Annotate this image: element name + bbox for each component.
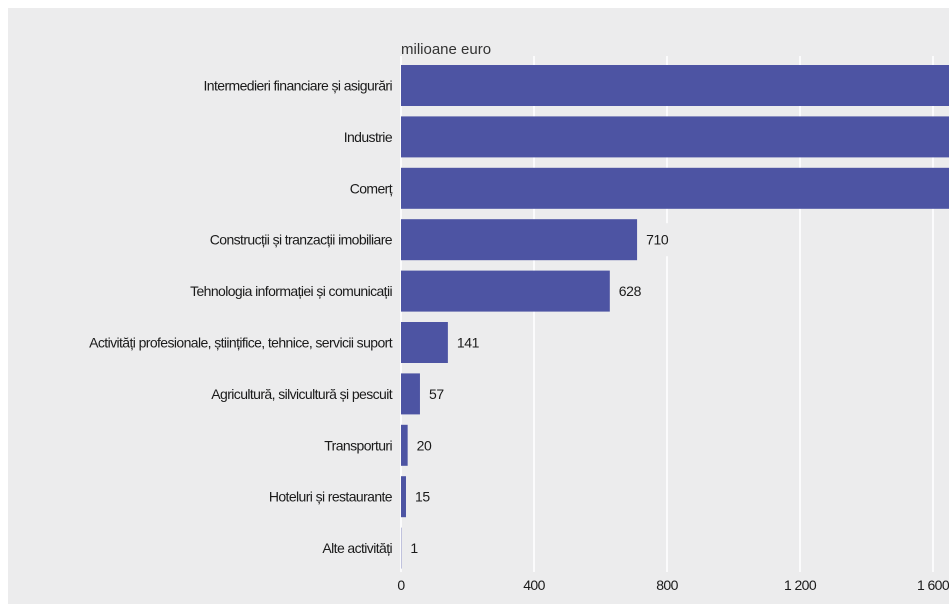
value-label: 15: [415, 489, 430, 505]
bars: [401, 65, 949, 569]
bar: [401, 65, 949, 106]
bar: [401, 373, 420, 415]
bar: [401, 322, 448, 363]
bar: [401, 476, 406, 518]
chart-panel: milioane euro Intermedieri financiare și…: [8, 8, 949, 604]
value-label-backdrop: [407, 480, 438, 514]
value-label: 1: [410, 540, 418, 556]
unit-label: milioane euro: [401, 41, 491, 58]
x-tick-label: 800: [656, 577, 678, 593]
category-label: Hoteluri și restaurante: [269, 489, 393, 505]
category-label: Intermedieri financiare și asigurări: [204, 78, 393, 94]
x-tick-label: 0: [397, 577, 405, 593]
bar: [401, 167, 949, 209]
value-label-backdrop: [421, 377, 452, 411]
x-tick-label: 1 600: [917, 577, 949, 593]
value-label: 628: [619, 283, 642, 299]
category-label: Alte activități: [322, 540, 392, 556]
value-label-backdrop: [611, 274, 649, 308]
x-tick-label: 1 200: [784, 577, 817, 593]
x-tick-label: 400: [523, 577, 545, 593]
value-label-backdrop: [639, 223, 676, 257]
value-label: 57: [429, 386, 444, 402]
category-label: Industrie: [344, 129, 393, 145]
category-labels: Intermedieri financiare și asigurări Indu…: [89, 78, 393, 557]
value-label-backdrop: [449, 326, 487, 359]
category-label: Comerț: [350, 180, 393, 196]
value-label: 710: [646, 232, 669, 248]
bar: [401, 116, 949, 158]
value-label-backdrop: [409, 428, 440, 462]
category-label: Tehnologia informației și comunicații: [190, 283, 392, 299]
bar: [401, 270, 610, 312]
bar: [401, 219, 638, 261]
value-label: 20: [417, 437, 432, 453]
value-label: 141: [457, 335, 480, 351]
category-label: Activități profesionale, științifice, te…: [89, 335, 393, 351]
category-label: Agricultură, silvicultură și pescuit: [211, 386, 392, 402]
category-label: Construcții și tranzacții imobiliare: [210, 232, 393, 248]
value-label-backdrop: [403, 531, 426, 565]
value-labels: 3 0652 5721 7327106281415720151: [403, 223, 676, 565]
bar-chart: milioane euro Intermedieri financiare și…: [89, 41, 949, 593]
category-label: Transporturi: [324, 437, 392, 453]
bar: [401, 424, 408, 466]
